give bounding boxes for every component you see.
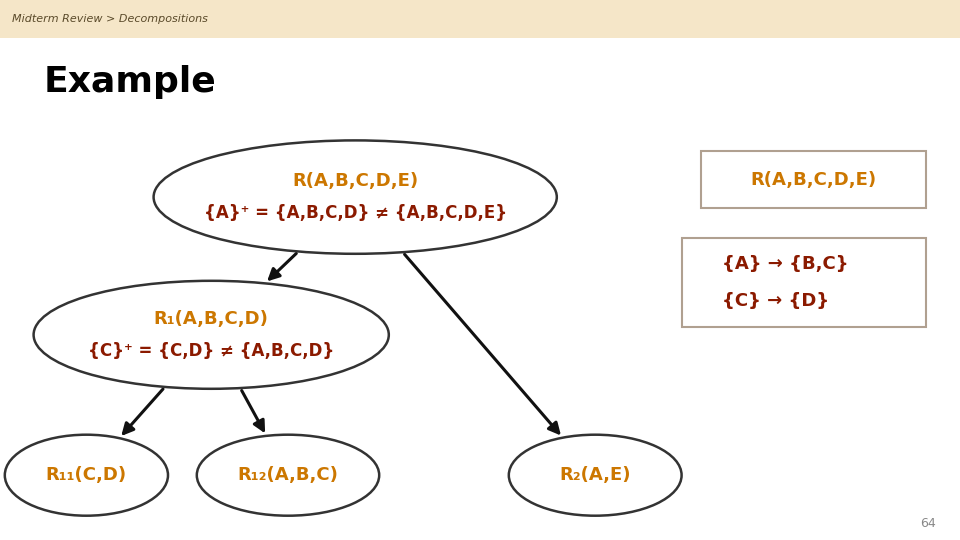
Text: R₂(A,E): R₂(A,E) [560,466,631,484]
Text: {A}⁺ = {A,B,C,D} ≠ {A,B,C,D,E}: {A}⁺ = {A,B,C,D} ≠ {A,B,C,D,E} [204,204,507,222]
Text: Example: Example [43,65,216,99]
Text: 64: 64 [921,517,936,530]
Ellipse shape [34,281,389,389]
FancyBboxPatch shape [701,151,926,208]
Ellipse shape [197,435,379,516]
Text: R₁(A,B,C,D): R₁(A,B,C,D) [154,309,269,328]
Text: R₁₁(C,D): R₁₁(C,D) [46,466,127,484]
Ellipse shape [5,435,168,516]
Bar [0,0,960,38]
Text: R(A,B,C,D,E): R(A,B,C,D,E) [292,172,419,190]
Ellipse shape [509,435,682,516]
Text: R(A,B,C,D,E): R(A,B,C,D,E) [751,171,876,188]
Text: {A} → {B,C}: {A} → {B,C} [722,255,849,273]
Text: {C}⁺ = {C,D} ≠ {A,B,C,D}: {C}⁺ = {C,D} ≠ {A,B,C,D} [88,342,334,360]
Text: R₁₂(A,B,C): R₁₂(A,B,C) [237,466,339,484]
Text: Midterm Review > Decompositions: Midterm Review > Decompositions [12,14,207,24]
Text: {C} → {D}: {C} → {D} [722,292,828,309]
Ellipse shape [154,140,557,254]
FancyBboxPatch shape [682,238,926,327]
